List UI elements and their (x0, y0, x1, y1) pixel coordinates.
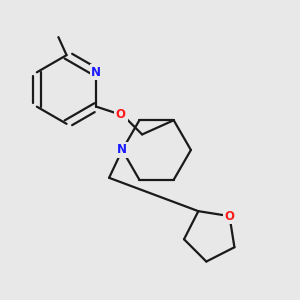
Text: O: O (116, 108, 126, 121)
Text: N: N (91, 66, 101, 79)
Text: N: N (117, 143, 127, 157)
Text: O: O (224, 210, 235, 223)
